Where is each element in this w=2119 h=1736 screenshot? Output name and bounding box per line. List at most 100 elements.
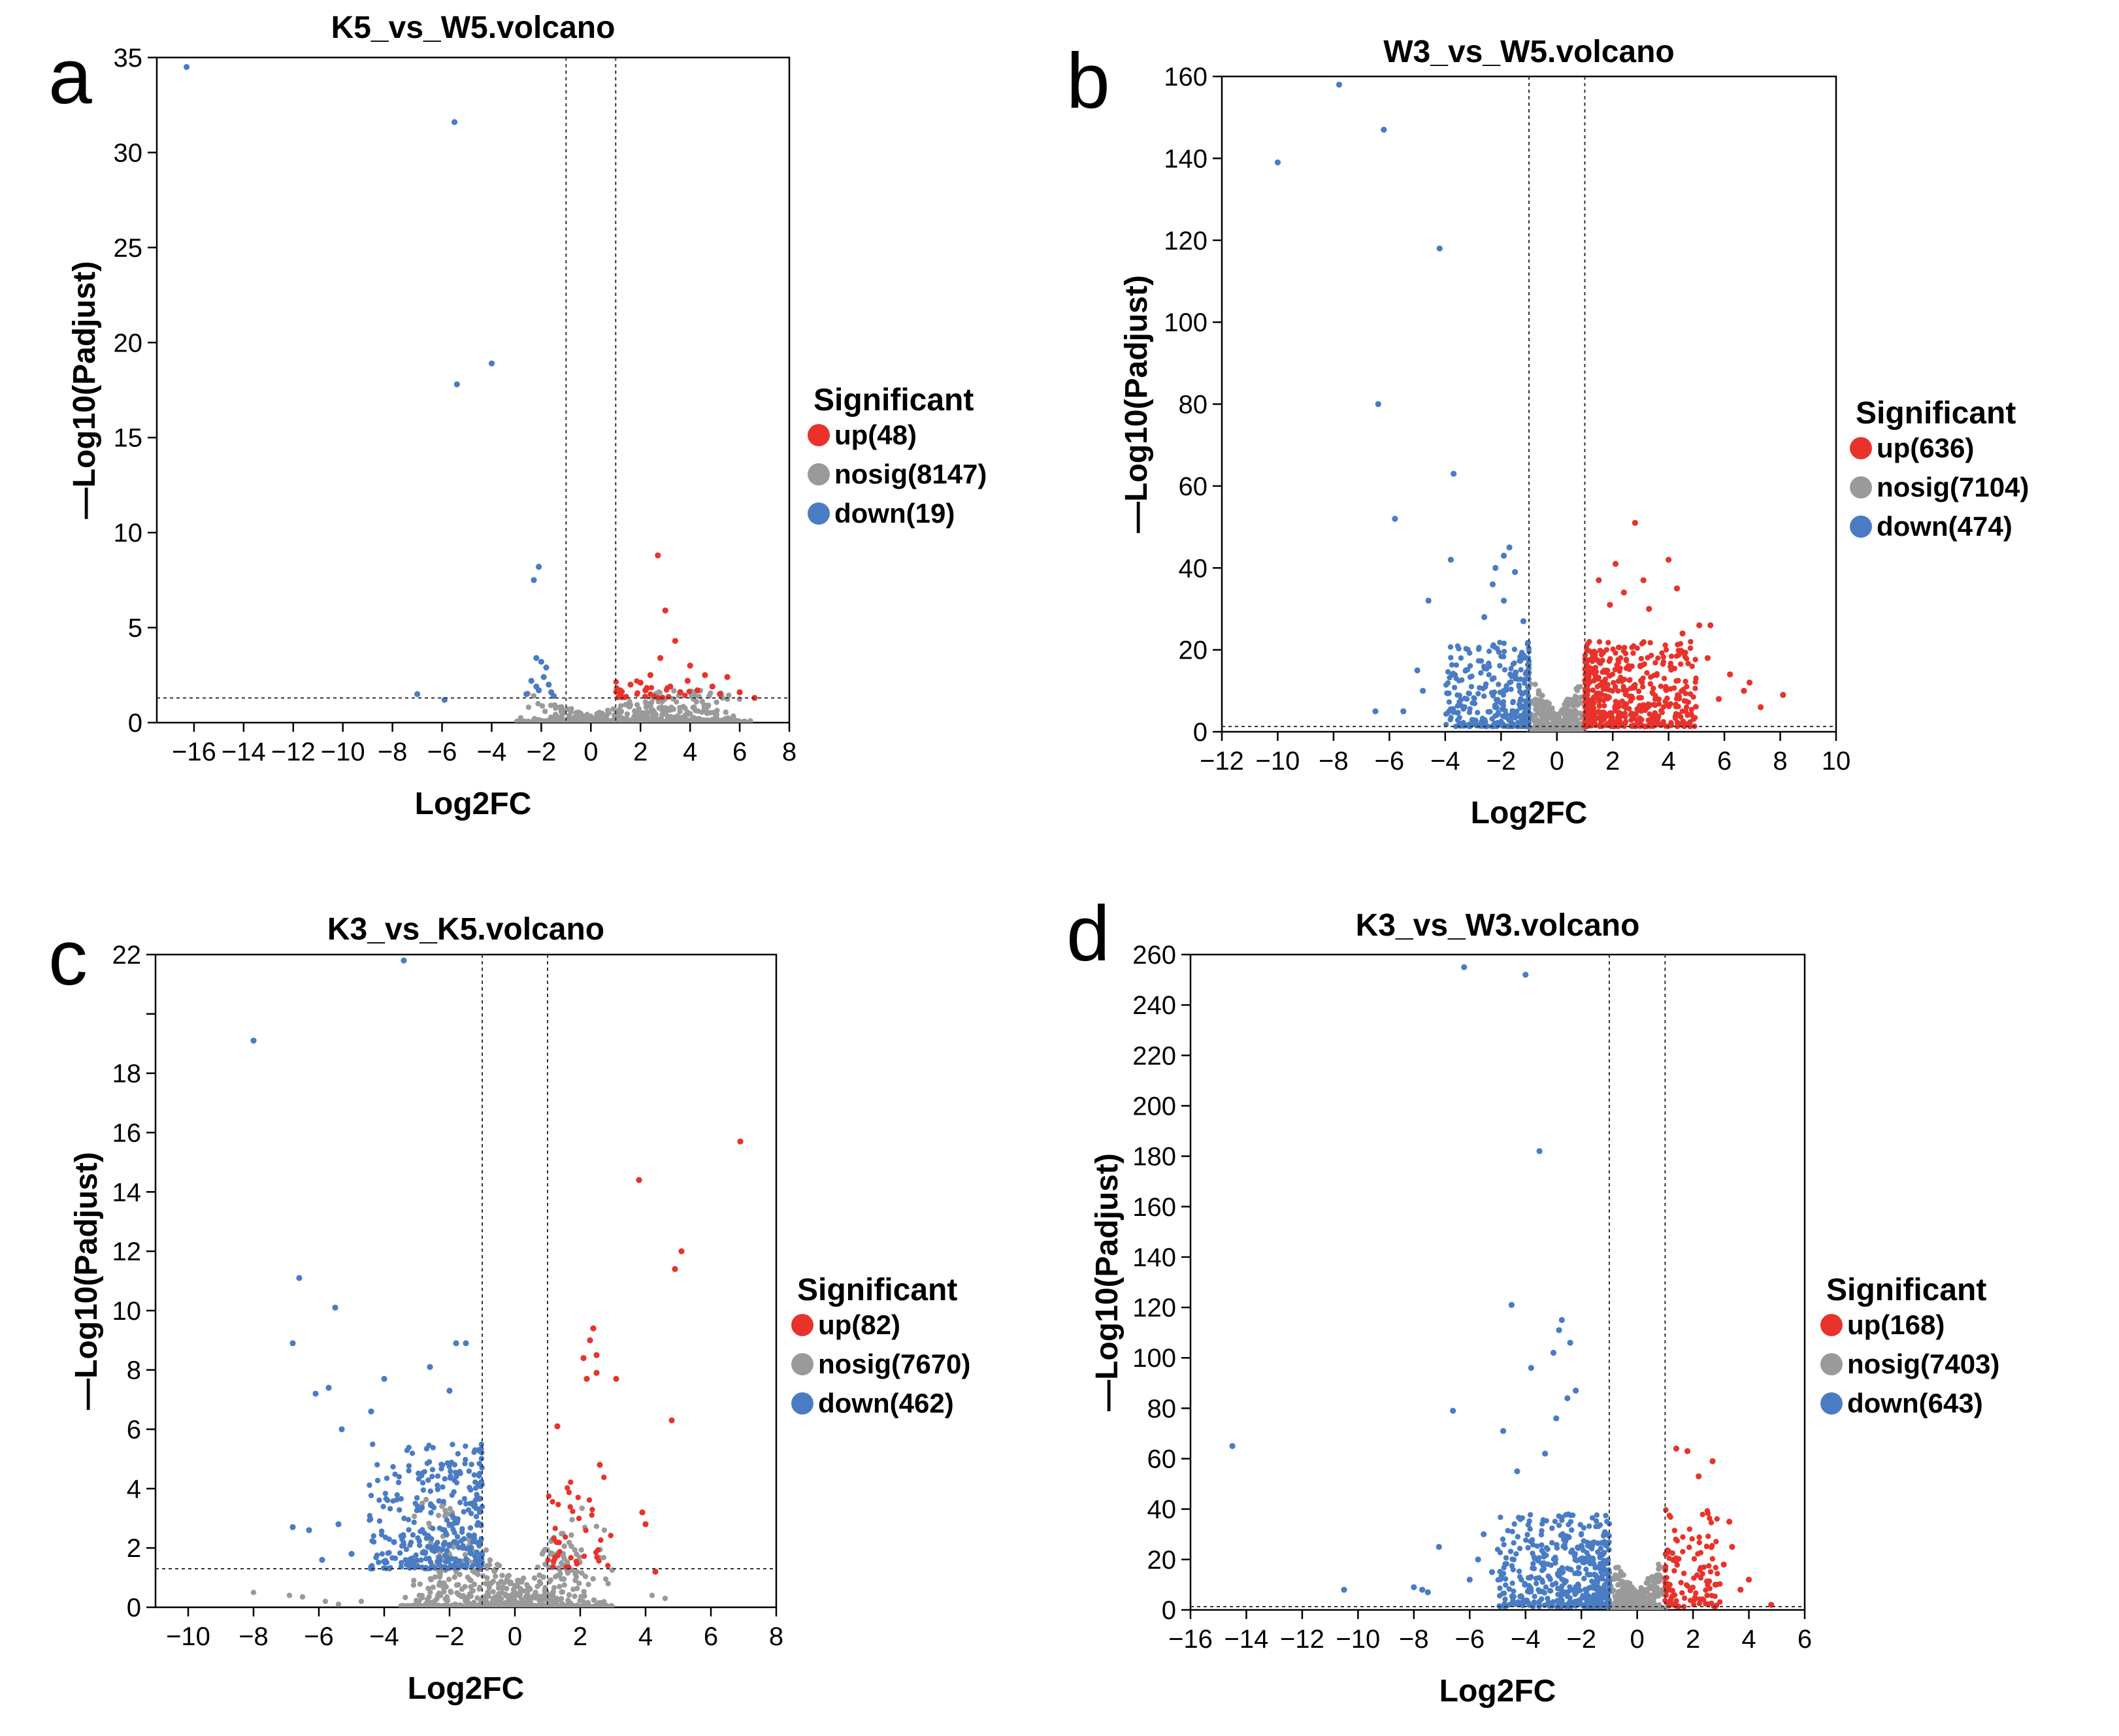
down-point	[1451, 685, 1458, 691]
up-point	[605, 1562, 611, 1569]
nosig-point	[561, 1556, 567, 1562]
nosig-point	[588, 719, 595, 723]
down-point	[374, 1462, 380, 1467]
nosig-point	[575, 719, 582, 723]
down-point	[1554, 1545, 1560, 1551]
up-point	[1595, 676, 1602, 682]
nosig-point	[521, 718, 528, 723]
nosig-point	[568, 709, 574, 715]
down-point	[1492, 713, 1498, 719]
nosig-point	[502, 1603, 508, 1607]
nosig-point	[568, 1532, 574, 1538]
down-point	[1606, 1533, 1612, 1539]
nosig-point	[569, 1516, 575, 1523]
nosig-point	[690, 696, 697, 702]
down-point	[405, 1562, 412, 1568]
up-point	[551, 1535, 557, 1542]
legend-label-nosig: nosig(7670)	[818, 1349, 970, 1379]
down-point	[478, 1441, 484, 1447]
down-point	[1554, 1571, 1561, 1577]
down-point	[1521, 710, 1527, 717]
nosig-point	[1652, 1584, 1658, 1590]
down-point	[455, 1450, 461, 1457]
down-point	[1503, 712, 1509, 717]
y-tick-label: 10	[114, 519, 143, 548]
nosig-point	[1563, 705, 1569, 711]
up-point	[1708, 1520, 1715, 1526]
nosig-point	[593, 1524, 600, 1530]
nosig-point	[452, 1574, 457, 1580]
x-tick-label: −16	[172, 738, 216, 766]
up-point	[615, 687, 621, 693]
up-point	[1707, 622, 1714, 629]
up-point	[1649, 689, 1655, 696]
x-tick-label: 0	[583, 738, 598, 766]
up-point	[1605, 640, 1611, 646]
down-point	[1454, 692, 1460, 698]
up-point	[1713, 1565, 1718, 1571]
plot-frame	[1189, 953, 1806, 1611]
down-point	[1499, 706, 1505, 712]
x-tick-label: −14	[222, 738, 266, 766]
up-point	[1639, 684, 1646, 690]
down-point	[1511, 1594, 1517, 1600]
x-tick-label: −10	[1336, 1625, 1380, 1654]
nosig-point	[616, 707, 622, 713]
down-point	[466, 1468, 472, 1474]
nosig-point	[535, 700, 541, 707]
up-point	[1707, 1569, 1714, 1575]
nosig-point	[618, 719, 624, 723]
down-point	[461, 1562, 467, 1568]
nosig-point	[542, 708, 548, 714]
nosig-point	[591, 1597, 597, 1603]
down-point	[1502, 1596, 1508, 1602]
up-point	[1683, 704, 1690, 710]
nosig-point	[492, 1567, 498, 1573]
down-point	[423, 1446, 430, 1452]
down-point	[1571, 1588, 1577, 1594]
up-point	[1602, 676, 1609, 682]
down-point	[1466, 650, 1473, 656]
down-point	[1526, 646, 1532, 651]
down-point	[540, 674, 547, 680]
nosig-point	[653, 712, 659, 718]
nosig-point	[420, 1603, 427, 1607]
up-point	[1674, 723, 1681, 730]
up-point	[668, 1417, 675, 1424]
down-point	[1491, 689, 1498, 695]
down-point	[1594, 1512, 1600, 1518]
up-point	[1745, 1577, 1752, 1583]
up-point	[1746, 680, 1753, 686]
up-point	[1621, 687, 1628, 693]
down-point	[474, 1560, 481, 1566]
down-point	[1524, 1531, 1530, 1538]
nosig-point	[514, 1582, 519, 1588]
up-point	[1641, 723, 1647, 730]
down-point	[444, 1547, 450, 1554]
down-point	[1425, 597, 1432, 604]
up-point	[1712, 1581, 1718, 1588]
down-point	[406, 1467, 412, 1474]
up-point	[1647, 711, 1652, 717]
up-point	[1684, 1448, 1691, 1454]
up-point	[556, 1539, 563, 1546]
down-point	[440, 1499, 446, 1505]
nosig-point	[671, 688, 677, 694]
nosig-point	[1573, 709, 1579, 715]
down-point	[1604, 1518, 1610, 1524]
down-point	[1568, 1567, 1574, 1573]
down-point	[390, 1498, 396, 1504]
nosig-point	[605, 719, 612, 723]
nosig-point	[590, 1576, 596, 1582]
nosig-point	[557, 1584, 563, 1590]
nosig-point	[1612, 1574, 1618, 1580]
nosig-point	[443, 1511, 449, 1517]
up-point	[1667, 1582, 1673, 1588]
down-point	[446, 1387, 453, 1394]
nosig-point	[494, 1562, 501, 1567]
up-point	[1677, 641, 1684, 647]
down-point	[1592, 1571, 1598, 1577]
up-point	[637, 680, 644, 686]
nosig-point	[1528, 728, 1535, 732]
nosig-point	[508, 1580, 514, 1586]
